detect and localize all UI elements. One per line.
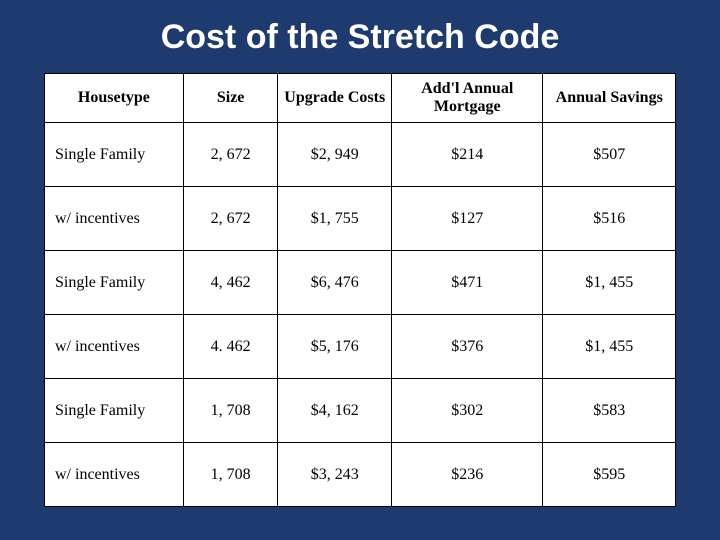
cell-size: 1, 708 (183, 379, 278, 443)
cell-mortgage: $236 (392, 443, 543, 507)
col-header-addl-mortgage: Add'l Annual Mortgage (392, 74, 543, 123)
cell-upgrade: $3, 243 (278, 443, 392, 507)
cost-table: Housetype Size Upgrade Costs Add'l Annua… (44, 73, 676, 507)
table-row: w/ incentives 4. 462 $5, 176 $376 $1, 45… (45, 315, 676, 379)
table-header-row: Housetype Size Upgrade Costs Add'l Annua… (45, 74, 676, 123)
table-row: Single Family 1, 708 $4, 162 $302 $583 (45, 379, 676, 443)
cell-savings: $583 (543, 379, 676, 443)
cell-savings: $516 (543, 187, 676, 251)
cell-savings: $1, 455 (543, 315, 676, 379)
cell-savings: $595 (543, 443, 676, 507)
col-header-upgrade-costs: Upgrade Costs (278, 74, 392, 123)
cell-size: 4, 462 (183, 251, 278, 315)
cell-size: 2, 672 (183, 123, 278, 187)
cell-savings: $507 (543, 123, 676, 187)
cell-mortgage: $214 (392, 123, 543, 187)
cell-upgrade: $6, 476 (278, 251, 392, 315)
col-header-size: Size (183, 74, 278, 123)
col-header-annual-savings: Annual Savings (543, 74, 676, 123)
col-header-housetype: Housetype (45, 74, 184, 123)
table-row: w/ incentives 2, 672 $1, 755 $127 $516 (45, 187, 676, 251)
cell-mortgage: $302 (392, 379, 543, 443)
cell-mortgage: $471 (392, 251, 543, 315)
table-row: Single Family 2, 672 $2, 949 $214 $507 (45, 123, 676, 187)
cell-mortgage: $127 (392, 187, 543, 251)
table-row: w/ incentives 1, 708 $3, 243 $236 $595 (45, 443, 676, 507)
cell-savings: $1, 455 (543, 251, 676, 315)
cell-upgrade: $2, 949 (278, 123, 392, 187)
cell-mortgage: $376 (392, 315, 543, 379)
page-title: Cost of the Stretch Code (44, 18, 676, 57)
cell-housetype: Single Family (45, 251, 184, 315)
cell-size: 1, 708 (183, 443, 278, 507)
table-row: Single Family 4, 462 $6, 476 $471 $1, 45… (45, 251, 676, 315)
cell-upgrade: $4, 162 (278, 379, 392, 443)
cell-upgrade: $5, 176 (278, 315, 392, 379)
cell-housetype: w/ incentives (45, 187, 184, 251)
cell-size: 2, 672 (183, 187, 278, 251)
cell-housetype: Single Family (45, 379, 184, 443)
cell-housetype: Single Family (45, 123, 184, 187)
cell-upgrade: $1, 755 (278, 187, 392, 251)
cell-housetype: w/ incentives (45, 443, 184, 507)
slide: Cost of the Stretch Code Housetype Size … (0, 0, 720, 540)
cell-size: 4. 462 (183, 315, 278, 379)
cell-housetype: w/ incentives (45, 315, 184, 379)
